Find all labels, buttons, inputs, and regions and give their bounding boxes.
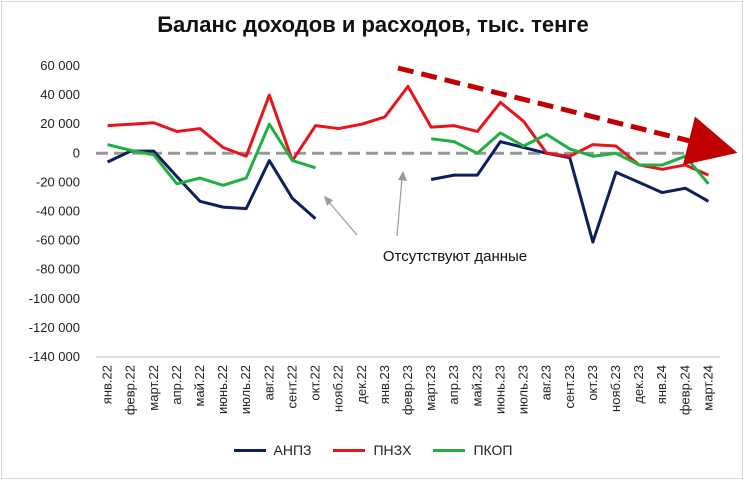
legend-label: ПНЗХ (373, 442, 412, 458)
y-tick-label: -40 000 (36, 204, 80, 219)
x-tick-label: март.24 (700, 365, 715, 411)
x-tick-label: янв.23 (377, 365, 392, 404)
y-tick-label: 20 000 (40, 116, 80, 131)
y-tick-label: -20 000 (36, 174, 80, 189)
y-tick-label: 0 (73, 145, 80, 160)
legend-label: ПКОП (473, 442, 513, 458)
x-axis: янв.22 февр.22 март.22 апр.22 май.22 июнь.22 и… (96, 356, 720, 415)
annotation-pointer (396, 177, 403, 237)
x-tick-label: окт.23 (585, 365, 600, 401)
x-tick-label: февр.23 (400, 365, 415, 415)
series-line-ПКОП (107, 122, 317, 187)
x-tick-label: янв.24 (654, 365, 669, 404)
legend-item: ПНЗХ (333, 442, 411, 458)
annotation-pointer-head (398, 171, 407, 181)
y-axis: 60 000 40 000 20 000 0 -20 000 -40 000 -60 000… (29, 58, 80, 364)
x-tick-label: янв.22 (100, 365, 115, 404)
x-tick-label: дек.23 (631, 365, 646, 404)
y-tick-label: -60 000 (36, 233, 80, 248)
y-tick-label: 60 000 (40, 58, 80, 73)
y-tick-label: -120 000 (29, 320, 80, 335)
x-tick-label: нояб.22 (331, 365, 346, 412)
x-tick-label: май.22 (192, 365, 207, 407)
series-line-АНПЗ (106, 149, 317, 220)
x-tick-label: февр.24 (677, 365, 692, 415)
x-tick-label: апр.23 (446, 365, 461, 405)
x-tick-label: февр.22 (123, 365, 138, 415)
y-tick-label: -80 000 (36, 262, 80, 277)
x-tick-label: сент.22 (284, 365, 299, 409)
annotation-pointer (327, 200, 358, 236)
trend-arrow (397, 65, 738, 165)
missing-data-annotation: Отсутствуют данные (383, 248, 527, 265)
x-tick-label: март.22 (146, 365, 161, 411)
x-tick-label: авг.23 (539, 365, 554, 400)
x-tick-label: июль.23 (516, 365, 531, 414)
legend-swatch (433, 448, 466, 452)
x-tick-label: июнь.23 (492, 365, 507, 414)
legend: АНПЗ ПНЗХ ПКОП (0, 442, 746, 458)
x-tick-label: апр.22 (169, 365, 184, 405)
x-tick-label: авг.22 (261, 365, 276, 400)
x-tick-label: окт.22 (308, 365, 323, 401)
chart-title: Баланс доходов и расходов, тыс. тенге (157, 12, 589, 37)
y-tick-label: -140 000 (29, 349, 80, 364)
series-line-ПНЗХ (107, 84, 710, 177)
x-tick-label: март.23 (423, 365, 438, 411)
annotation-pointer-head (324, 196, 333, 206)
legend-swatch (233, 448, 266, 452)
annotation-group: Отсутствуют данные (324, 65, 738, 265)
x-tick-label: нояб.23 (608, 365, 623, 412)
series-line-ПКОП (430, 131, 710, 185)
x-tick-label: июнь.22 (215, 365, 230, 414)
x-tick-label: июль.22 (238, 365, 253, 414)
x-tick-label: дек.22 (354, 365, 369, 404)
legend-swatch (333, 448, 366, 452)
series-lines (106, 84, 710, 244)
legend-label: АНПЗ (273, 442, 312, 458)
y-tick-label: -100 000 (29, 291, 80, 306)
legend-item: АНПЗ (233, 442, 312, 458)
y-tick-label: 40 000 (40, 87, 80, 102)
x-tick-label: сент.23 (562, 365, 577, 409)
legend-item: ПКОП (433, 442, 512, 458)
x-tick-label: май.23 (469, 365, 484, 407)
